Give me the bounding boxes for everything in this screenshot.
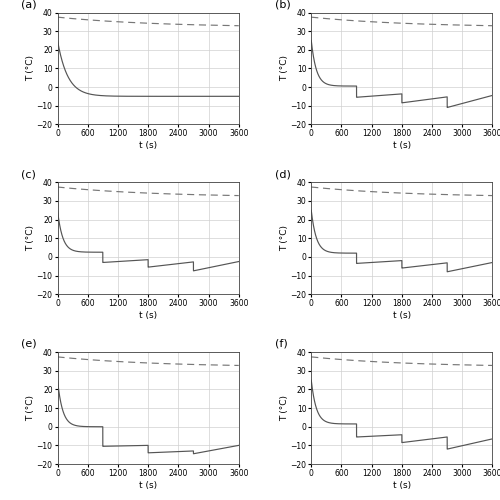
- X-axis label: t (s): t (s): [139, 311, 157, 320]
- Text: (d): (d): [275, 169, 291, 179]
- Text: (a): (a): [21, 0, 37, 9]
- X-axis label: t (s): t (s): [393, 480, 411, 490]
- Text: (b): (b): [275, 0, 290, 9]
- X-axis label: t (s): t (s): [393, 141, 411, 150]
- Y-axis label: T (°C): T (°C): [280, 225, 289, 251]
- Text: (c): (c): [21, 169, 36, 179]
- Y-axis label: T (°C): T (°C): [26, 395, 35, 421]
- X-axis label: t (s): t (s): [393, 311, 411, 320]
- Y-axis label: T (°C): T (°C): [26, 225, 35, 251]
- X-axis label: t (s): t (s): [139, 141, 157, 150]
- Y-axis label: T (°C): T (°C): [26, 56, 35, 82]
- Y-axis label: T (°C): T (°C): [280, 395, 289, 421]
- X-axis label: t (s): t (s): [139, 480, 157, 490]
- Text: (e): (e): [21, 339, 37, 349]
- Text: (f): (f): [275, 339, 287, 349]
- Y-axis label: T (°C): T (°C): [280, 56, 289, 82]
